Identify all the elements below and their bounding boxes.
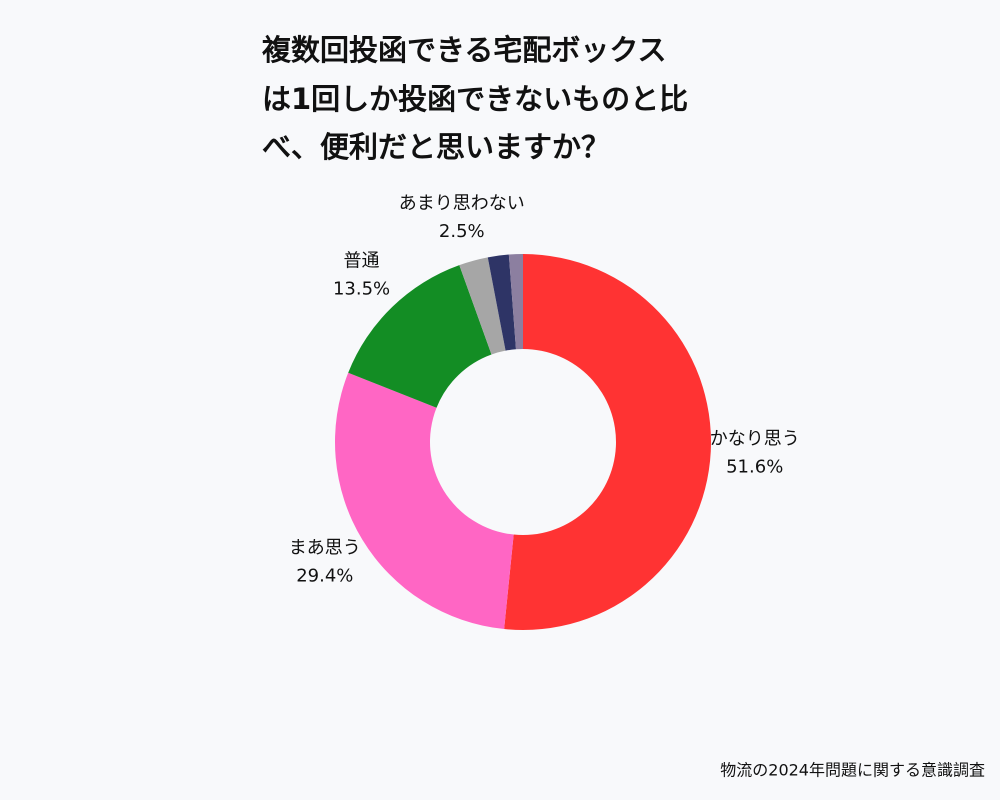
- slice-value-label: 29.4%: [296, 566, 353, 587]
- chart-title: 複数回投函できる宅配ボックス: [262, 33, 667, 67]
- chart-title: は1回しか投函できないものと比: [262, 82, 688, 116]
- slice-value-label: 13.5%: [333, 278, 390, 299]
- slice-value-label: 51.6%: [726, 457, 783, 478]
- donut-slice: [335, 372, 514, 630]
- donut-slice: [348, 265, 492, 408]
- source-note: 物流の2024年問題に関する意識調査: [720, 761, 985, 780]
- donut-slice: [504, 254, 711, 630]
- slice-value-label: 2.5%: [439, 221, 485, 242]
- slice-label: あまり思わない: [399, 193, 525, 214]
- donut-slice: [487, 254, 516, 351]
- donut-slice: [459, 257, 506, 355]
- slice-label: 普通: [344, 250, 380, 271]
- chart-title: べ、便利だと思いますか？: [262, 130, 610, 164]
- donut-slice: [508, 254, 523, 350]
- slice-label: まあ思う: [289, 538, 361, 559]
- slice-label: かなり思う: [710, 429, 800, 450]
